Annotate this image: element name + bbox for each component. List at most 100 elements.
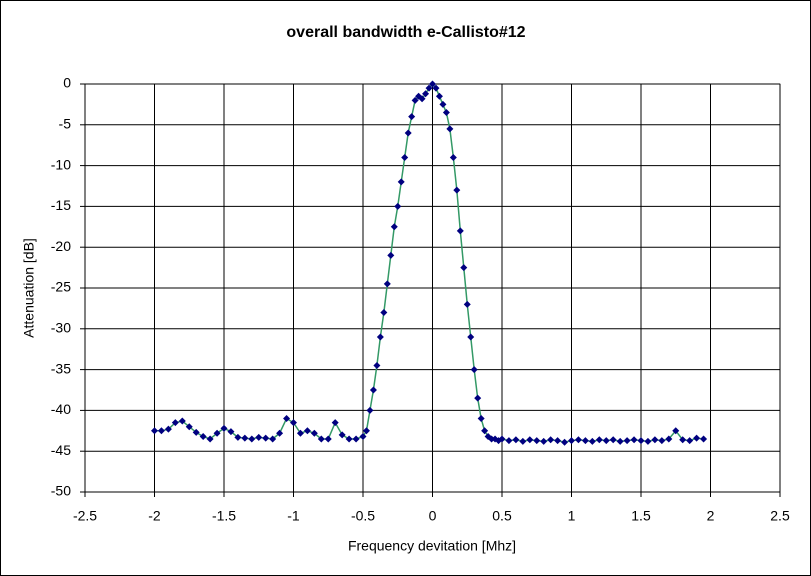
- data-point: [460, 264, 468, 272]
- x-tick-label: -2.5: [73, 508, 97, 524]
- data-point: [456, 227, 464, 235]
- data-point: [429, 80, 436, 88]
- data-point: [369, 386, 377, 394]
- data-point: [171, 419, 179, 427]
- data-point: [164, 425, 172, 433]
- x-tick-label: -2: [148, 508, 161, 524]
- data-point: [296, 429, 304, 437]
- data-point: [505, 437, 513, 445]
- x-tick-label: 1.5: [631, 508, 651, 524]
- data-point: [394, 202, 402, 210]
- data-point: [359, 433, 367, 441]
- data-point: [234, 433, 242, 441]
- data-point: [206, 435, 214, 443]
- y-tick-label: -20: [51, 238, 71, 254]
- data-point: [602, 437, 610, 445]
- data-point: [651, 436, 659, 444]
- data-point: [630, 436, 638, 444]
- data-point: [213, 429, 221, 437]
- data-point: [519, 437, 527, 445]
- data-point: [425, 84, 433, 92]
- data-point: [317, 435, 325, 443]
- data-point: [376, 333, 384, 341]
- data-point: [418, 95, 426, 103]
- data-point: [151, 427, 158, 435]
- y-tick-label: -45: [51, 442, 71, 458]
- data-point: [324, 435, 332, 443]
- data-point: [345, 435, 353, 443]
- data-point: [526, 436, 534, 444]
- y-tick-label: -25: [51, 279, 71, 295]
- data-point: [540, 437, 548, 445]
- data-point: [595, 436, 603, 444]
- y-tick-label: -40: [51, 401, 71, 417]
- data-point: [411, 96, 419, 104]
- data-point: [446, 125, 454, 133]
- data-point: [449, 153, 457, 161]
- data-point: [422, 90, 430, 98]
- data-point: [693, 434, 701, 442]
- x-tick-label: 0.5: [492, 508, 512, 524]
- y-tick-label: -30: [51, 320, 71, 336]
- data-point: [401, 153, 409, 161]
- data-point: [310, 429, 318, 437]
- data-point: [470, 366, 478, 374]
- x-tick-label: -1: [287, 508, 300, 524]
- data-point: [442, 109, 450, 117]
- data-point: [269, 435, 277, 443]
- data-point: [581, 437, 589, 445]
- data-point: [366, 406, 374, 414]
- data-point: [616, 437, 624, 445]
- data-point: [380, 308, 388, 316]
- data-point: [290, 419, 297, 427]
- data-point: [512, 436, 520, 444]
- y-tick-label: -35: [51, 360, 71, 376]
- data-point: [547, 436, 555, 444]
- data-point: [481, 427, 489, 435]
- data-point: [390, 223, 398, 231]
- data-point: [331, 419, 339, 427]
- y-tick-label: 0: [63, 75, 71, 91]
- data-point: [477, 415, 485, 423]
- data-point: [474, 394, 482, 402]
- x-tick-label: 0: [429, 508, 437, 524]
- data-point: [199, 433, 207, 441]
- data-point: [157, 427, 165, 435]
- data-point: [679, 436, 687, 444]
- data-point: [623, 437, 631, 445]
- data-point: [248, 435, 256, 443]
- data-point: [404, 129, 412, 137]
- data-point: [178, 417, 186, 425]
- data-point: [373, 362, 381, 370]
- data-point: [338, 431, 346, 439]
- data-point: [588, 437, 596, 445]
- data-point: [303, 427, 311, 435]
- data-point: [498, 435, 506, 443]
- data-point: [554, 437, 562, 445]
- data-point: [644, 437, 652, 445]
- chart-title: overall bandwidth e-Callisto#12: [286, 24, 525, 41]
- data-point: [574, 436, 582, 444]
- x-tick-label: 2.5: [770, 508, 790, 524]
- data-point: [432, 84, 440, 92]
- data-point: [352, 435, 360, 443]
- data-point: [192, 428, 200, 436]
- data-point: [276, 429, 284, 437]
- data-point: [453, 186, 461, 194]
- data-point: [435, 92, 443, 100]
- x-tick-label: 1: [568, 508, 576, 524]
- data-point: [467, 333, 475, 341]
- data-point: [185, 423, 193, 431]
- data-point: [408, 113, 416, 121]
- data-point: [220, 424, 228, 432]
- x-tick-label: -1.5: [212, 508, 236, 524]
- data-point: [463, 300, 471, 308]
- y-tick-label: -5: [59, 116, 72, 132]
- data-point: [609, 436, 617, 444]
- data-point: [227, 428, 235, 436]
- data-point: [686, 437, 694, 445]
- data-point: [439, 100, 447, 108]
- x-axis-label: Frequency devitation [Mhz]: [348, 538, 516, 554]
- data-point: [665, 435, 673, 443]
- y-tick-label: -15: [51, 197, 71, 213]
